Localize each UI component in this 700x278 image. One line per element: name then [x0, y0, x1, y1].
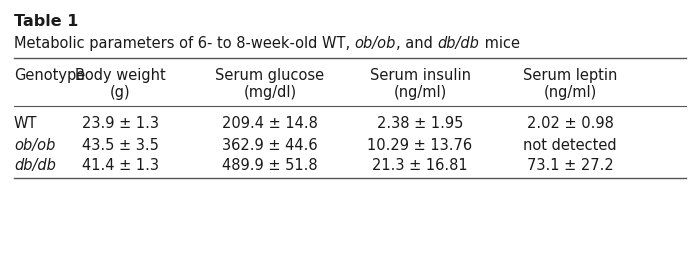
Text: 489.9 ± 51.8: 489.9 ± 51.8 — [222, 158, 318, 173]
Text: 10.29 ± 13.76: 10.29 ± 13.76 — [368, 138, 472, 153]
Text: 21.3 ± 16.81: 21.3 ± 16.81 — [372, 158, 468, 173]
Text: Genotype: Genotype — [14, 68, 85, 83]
Text: Body weight
(g): Body weight (g) — [75, 68, 165, 100]
Text: 43.5 ± 3.5: 43.5 ± 3.5 — [82, 138, 158, 153]
Text: 23.9 ± 1.3: 23.9 ± 1.3 — [81, 116, 158, 131]
Text: Serum insulin
(ng/ml): Serum insulin (ng/ml) — [370, 68, 470, 100]
Text: Serum leptin
(ng/ml): Serum leptin (ng/ml) — [523, 68, 617, 100]
Text: mice: mice — [480, 36, 519, 51]
Text: Serum glucose
(mg/dl): Serum glucose (mg/dl) — [216, 68, 325, 100]
Text: , and: , and — [396, 36, 438, 51]
Text: db/db: db/db — [438, 36, 480, 51]
Text: db/db: db/db — [14, 158, 56, 173]
Text: Table 1: Table 1 — [14, 14, 78, 29]
Text: ob/ob: ob/ob — [355, 36, 396, 51]
Text: ob/ob: ob/ob — [14, 138, 55, 153]
Text: 73.1 ± 27.2: 73.1 ± 27.2 — [526, 158, 613, 173]
Text: 209.4 ± 14.8: 209.4 ± 14.8 — [222, 116, 318, 131]
Text: WT: WT — [14, 116, 38, 131]
Text: 2.02 ± 0.98: 2.02 ± 0.98 — [526, 116, 613, 131]
Text: 2.38 ± 1.95: 2.38 ± 1.95 — [377, 116, 463, 131]
Text: not detected: not detected — [523, 138, 617, 153]
Text: 362.9 ± 44.6: 362.9 ± 44.6 — [222, 138, 318, 153]
Text: Metabolic parameters of 6- to 8-week-old WT,: Metabolic parameters of 6- to 8-week-old… — [14, 36, 355, 51]
Text: 41.4 ± 1.3: 41.4 ± 1.3 — [81, 158, 158, 173]
